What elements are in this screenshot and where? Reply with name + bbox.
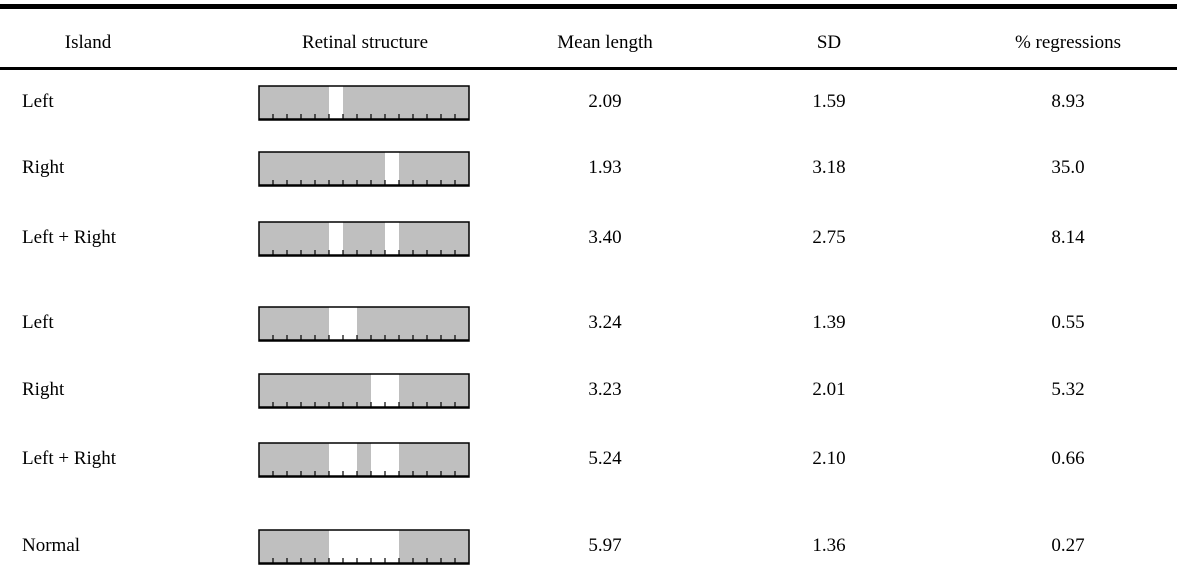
row-6-sd: 1.36 [812,536,845,556]
row-0-island: Left [22,92,54,112]
table-header-rule [0,67,1177,70]
masked-region [259,152,469,186]
visible-window [329,86,343,120]
retina-diagram [258,442,470,478]
row-4-mean-length: 3.23 [588,380,621,400]
visible-window [385,222,399,256]
row-3-sd: 1.39 [812,313,845,333]
row-1-regressions: 35.0 [1051,158,1084,178]
masked-region [259,307,469,341]
row-1-retinal-structure [258,151,468,185]
row-2-mean-length: 3.40 [588,228,621,248]
row-0-mean-length: 2.09 [588,92,621,112]
header-regressions: % regressions [1015,33,1121,53]
row-2-regressions: 8.14 [1051,228,1084,248]
retina-diagram [258,373,470,409]
row-4-sd: 2.01 [812,380,845,400]
retina-diagram [258,306,470,342]
retina-diagram [258,221,470,257]
row-5-sd: 2.10 [812,449,845,469]
masked-region [259,222,469,256]
retina-diagram [258,151,470,187]
row-6-island: Normal [22,536,80,556]
row-4-island: Right [22,380,64,400]
row-1-sd: 3.18 [812,158,845,178]
row-2-island: Left + Right [22,228,116,248]
row-6-regressions: 0.27 [1051,536,1084,556]
row-3-island: Left [22,313,54,333]
row-6-mean-length: 5.97 [588,536,621,556]
retina-diagram [258,529,470,565]
masked-region [259,443,469,477]
row-2-sd: 2.75 [812,228,845,248]
table-top-rule [0,4,1177,9]
row-4-regressions: 5.32 [1051,380,1084,400]
header-island: Island [65,33,111,53]
visible-window [329,222,343,256]
masked-region [259,374,469,408]
row-4-retinal-structure [258,373,468,407]
row-0-sd: 1.59 [812,92,845,112]
row-0-retinal-structure [258,85,468,119]
visible-window [329,530,399,564]
row-2-retinal-structure [258,221,468,255]
row-3-mean-length: 3.24 [588,313,621,333]
row-5-island: Left + Right [22,449,116,469]
header-retinal-structure: Retinal structure [302,33,428,53]
row-3-regressions: 0.55 [1051,313,1084,333]
row-5-mean-length: 5.24 [588,449,621,469]
header-sd: SD [817,33,841,53]
row-0-regressions: 8.93 [1051,92,1084,112]
visible-window [385,152,399,186]
header-mean-length: Mean length [557,33,653,53]
masked-region [259,86,469,120]
row-6-retinal-structure [258,529,468,563]
row-1-mean-length: 1.93 [588,158,621,178]
retina-diagram [258,85,470,121]
row-1-island: Right [22,158,64,178]
row-3-retinal-structure [258,306,468,340]
row-5-regressions: 0.66 [1051,449,1084,469]
row-5-retinal-structure [258,442,468,476]
